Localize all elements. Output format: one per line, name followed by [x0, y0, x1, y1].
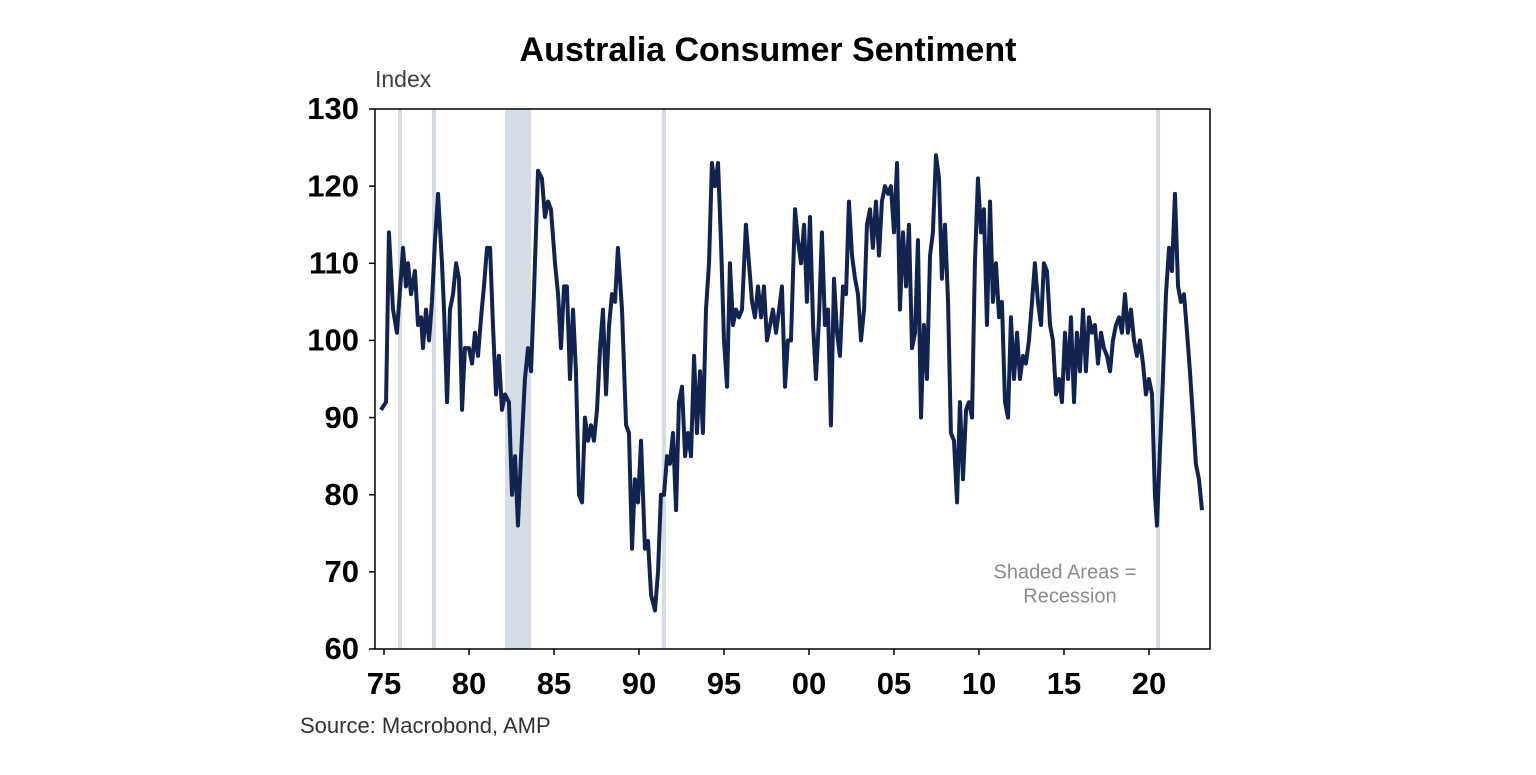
y-axis-label: Index — [375, 66, 432, 92]
source-note: Source: Macrobond, AMP — [300, 713, 551, 738]
y-tick-label: 70 — [325, 554, 359, 589]
y-tick-label: 130 — [307, 91, 359, 126]
x-tick-label: 80 — [452, 666, 486, 701]
x-tick-label: 75 — [367, 666, 401, 701]
y-tick-label: 100 — [307, 323, 359, 358]
x-tick-label: 15 — [1047, 666, 1081, 701]
y-tick-label: 80 — [325, 477, 359, 512]
y-tick-label: 110 — [309, 245, 359, 280]
x-tick-label: 85 — [537, 666, 571, 701]
x-tick-label: 90 — [622, 666, 656, 701]
y-tick-label: 120 — [307, 168, 359, 203]
x-tick-label: 00 — [792, 666, 826, 701]
x-tick-label: 95 — [707, 666, 741, 701]
plot-frame — [374, 108, 1211, 650]
recession-band — [505, 109, 532, 649]
recession-band — [397, 109, 403, 649]
y-tick-label: 60 — [325, 631, 359, 666]
y-tick-label: 90 — [325, 400, 359, 435]
chart-title: Australia Consumer Sentiment — [520, 31, 1017, 69]
x-tick-label: 05 — [877, 666, 911, 701]
annotation: Shaded Areas = — [994, 561, 1137, 583]
data-line — [379, 153, 1205, 613]
annotation: Recession — [1023, 585, 1116, 607]
recession-band — [1155, 109, 1161, 649]
x-tick-label: 20 — [1132, 666, 1166, 701]
recession-band — [661, 109, 667, 649]
x-tick-label: 10 — [962, 666, 996, 701]
recession-band — [431, 109, 437, 649]
